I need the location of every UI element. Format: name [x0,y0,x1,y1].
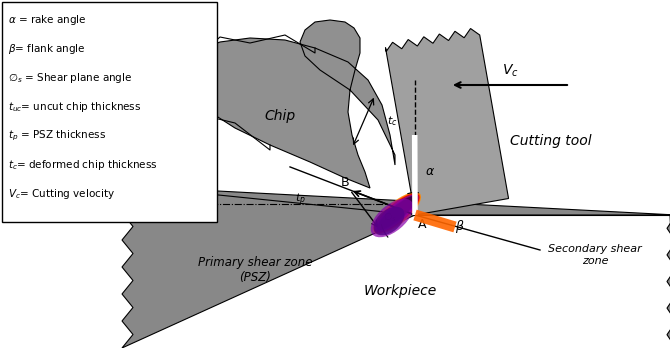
Text: $V_c$: $V_c$ [502,63,519,79]
Text: $t_{uc}$: $t_{uc}$ [195,193,210,207]
Text: Chip: Chip [265,109,295,123]
Polygon shape [122,186,670,348]
Text: $\beta$= flank angle: $\beta$= flank angle [8,42,86,56]
Text: $t_c$= deformed chip thickness: $t_c$= deformed chip thickness [8,158,157,172]
Text: $\beta$: $\beta$ [455,218,464,235]
Text: $t_p$: $t_p$ [295,192,306,208]
Text: Cutting tool: Cutting tool [510,134,592,148]
Ellipse shape [373,192,421,234]
Ellipse shape [373,207,405,235]
Text: $\alpha$: $\alpha$ [425,165,435,178]
Text: $V_c$= Cutting velocity: $V_c$= Cutting velocity [8,187,115,201]
Text: $\emptyset_s$: $\emptyset_s$ [383,210,397,224]
Text: $t_c$: $t_c$ [387,114,397,128]
Text: Workpiece: Workpiece [363,284,437,298]
Text: Primary shear zone
(PSZ): Primary shear zone (PSZ) [198,256,312,284]
Ellipse shape [375,193,419,232]
Text: $t_{uc}$= uncut chip thickness: $t_{uc}$= uncut chip thickness [8,100,141,114]
Text: A: A [418,219,427,231]
Ellipse shape [374,193,420,233]
Polygon shape [185,20,395,188]
Text: $t_p$ = PSZ thickness: $t_p$ = PSZ thickness [8,129,106,143]
Text: B: B [340,175,349,189]
Polygon shape [385,29,509,215]
Polygon shape [2,2,217,222]
Ellipse shape [371,199,413,237]
Ellipse shape [375,194,419,232]
Ellipse shape [377,195,418,231]
Ellipse shape [377,196,417,230]
Text: Secondary shear
zone: Secondary shear zone [548,244,642,266]
Text: $\alpha$ = rake angle: $\alpha$ = rake angle [8,13,86,27]
Text: $\emptyset_s$ = Shear plane angle: $\emptyset_s$ = Shear plane angle [8,71,133,85]
